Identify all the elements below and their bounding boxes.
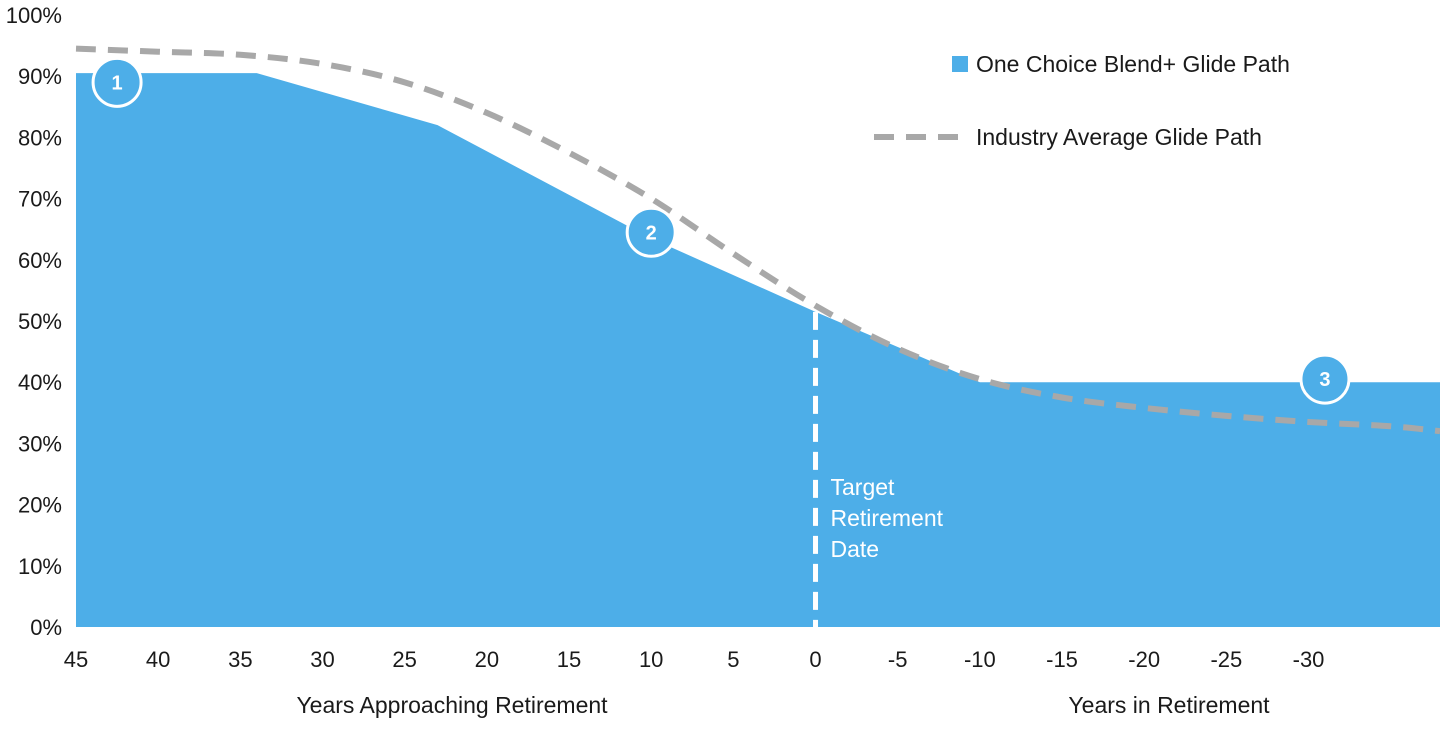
legend-label-industry: Industry Average Glide Path [976, 124, 1262, 150]
x-tick-label: -15 [1046, 647, 1078, 672]
target-date-label-line: Target [831, 474, 896, 500]
legend-swatch-blend [952, 56, 968, 72]
series-line-industry [75, 45, 1440, 435]
x-tick-label: 25 [392, 647, 416, 672]
x-tick-label: -20 [1128, 647, 1160, 672]
marker-2: 2 [625, 206, 677, 258]
y-tick-label: 20% [18, 493, 62, 518]
x-tick-label: -5 [888, 647, 908, 672]
x-tick-label: 40 [146, 647, 170, 672]
y-tick-label: 0% [30, 615, 62, 640]
x-tick-label: 35 [228, 647, 252, 672]
marker-label: 2 [646, 222, 657, 244]
x-tick-label: 30 [310, 647, 334, 672]
x-tick-label: 15 [557, 647, 581, 672]
y-tick-label: 40% [18, 370, 62, 395]
legend-label-blend: One Choice Blend+ Glide Path [976, 51, 1290, 77]
x-tick-label: -10 [964, 647, 996, 672]
y-tick-label: 70% [18, 187, 62, 212]
legend: One Choice Blend+ Glide Path Industry Av… [874, 51, 1290, 150]
y-tick-label: 100% [6, 3, 62, 28]
x-axis: 45 40 35 30 25 20 15 10 5 0 -5 -10 -15 -20 -25 -30 [64, 647, 1325, 672]
x-tick-label: -30 [1293, 647, 1325, 672]
marker-layer: 1 2 3 [91, 56, 1351, 405]
x-tick-label: 20 [475, 647, 499, 672]
target-date-label-line: Date [831, 536, 880, 562]
marker-circle [625, 206, 677, 258]
y-tick-label: 30% [18, 431, 62, 456]
area-layer [76, 73, 1440, 627]
marker-1: 1 [91, 56, 143, 108]
target-date-label-line: Retirement [831, 505, 944, 531]
x-tick-label: 5 [727, 647, 739, 672]
y-tick-label: 50% [18, 309, 62, 334]
marker-label: 1 [112, 72, 123, 94]
series-area-blend [76, 73, 1440, 627]
x-tick-label: 0 [809, 647, 821, 672]
marker-label: 3 [1319, 369, 1330, 391]
y-tick-label: 90% [18, 64, 62, 89]
y-axis: 0% 10% 20% 30% 40% 50% 60% 70% 80% 90% 100% [6, 3, 62, 640]
marker-circle [1299, 353, 1351, 405]
marker-circle [91, 56, 143, 108]
y-tick-label: 10% [18, 554, 62, 579]
target-date-layer: Target Retirement Date [813, 311, 944, 627]
line-layer [75, 45, 1440, 435]
y-tick-label: 80% [18, 125, 62, 150]
x-tick-label: 10 [639, 647, 663, 672]
x-tick-label: 45 [64, 647, 88, 672]
x-axis-title-in-retirement: Years in Retirement [1068, 692, 1270, 718]
axis-titles: Years Approaching Retirement Years in Re… [296, 692, 1270, 718]
marker-3: 3 [1299, 353, 1351, 405]
y-tick-label: 60% [18, 248, 62, 273]
x-axis-title-approaching: Years Approaching Retirement [296, 692, 608, 718]
x-tick-label: -25 [1210, 647, 1242, 672]
